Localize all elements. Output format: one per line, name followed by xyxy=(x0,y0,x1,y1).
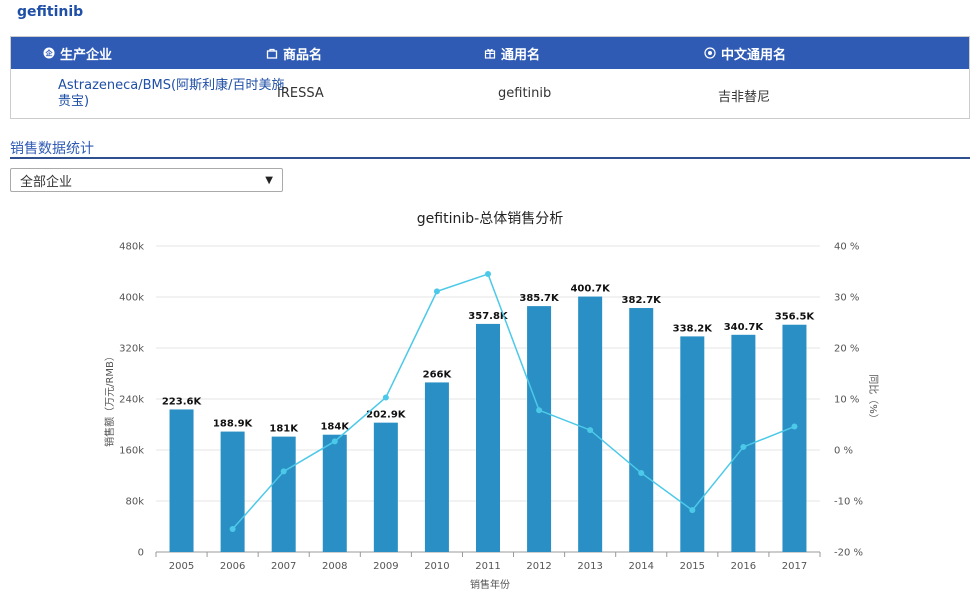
generic-cell: gefitinib xyxy=(498,86,552,101)
company-icon: 企 xyxy=(43,47,55,59)
bar-data-label: 385.7K xyxy=(519,293,560,304)
info-table: 企 生产企业 商品名 通用名 中文通用名 Astrazeneca/BMS(阿斯利… xyxy=(10,36,970,119)
yoy-point xyxy=(485,271,491,278)
left-axis-tick: 240k xyxy=(119,395,144,406)
bar-data-label: 181K xyxy=(269,424,299,435)
brand-cell: IRESSA xyxy=(277,86,324,101)
bar xyxy=(271,436,296,552)
bar-data-label: 356.5K xyxy=(775,312,816,323)
right-axis-tick: 40 % xyxy=(834,242,859,253)
header-chinese-generic-label: 中文通用名 xyxy=(721,47,787,63)
right-axis-tick: 0 % xyxy=(834,446,853,457)
yoy-point xyxy=(740,443,747,450)
section-divider xyxy=(10,157,970,159)
company-select[interactable]: 全部企业 ▼ xyxy=(10,168,283,192)
x-axis-tick: 2016 xyxy=(731,561,756,572)
chinese-generic-cell: 吉非替尼 xyxy=(718,90,771,105)
section-title: 销售数据统计 xyxy=(10,141,94,157)
x-axis-tick: 2006 xyxy=(220,561,245,572)
right-axis-label: 同比（%） xyxy=(867,374,879,424)
bar-data-label: 202.9K xyxy=(366,410,407,421)
left-axis-tick: 0 xyxy=(138,548,144,559)
bar xyxy=(169,409,194,552)
x-axis-tick: 2011 xyxy=(475,561,500,572)
x-axis-tick: 2015 xyxy=(680,561,705,572)
yoy-point xyxy=(536,407,543,414)
bar xyxy=(476,323,500,552)
bar-data-label: 340.7K xyxy=(724,322,765,333)
company-cell[interactable]: Astrazeneca/BMS(阿斯利康/百时美施 贵宝) xyxy=(58,78,284,110)
header-company-label: 生产企业 xyxy=(60,47,113,63)
header-generic: 通用名 xyxy=(484,37,540,69)
bar xyxy=(373,422,398,552)
yoy-point xyxy=(689,507,696,514)
yoy-point xyxy=(229,526,236,533)
target-icon xyxy=(704,47,716,59)
right-axis-tick: 10 % xyxy=(834,395,859,406)
company-line-1[interactable]: Astrazeneca/BMS(阿斯利康/百时美施 xyxy=(58,78,285,93)
right-axis-tick: 20 % xyxy=(834,344,859,355)
company-line-2[interactable]: 贵宝) xyxy=(58,94,90,109)
bar-data-label: 188.9K xyxy=(213,419,254,430)
yoy-point xyxy=(280,468,287,475)
bar xyxy=(220,431,245,552)
yoy-point xyxy=(638,469,645,476)
x-axis-tick: 2007 xyxy=(271,561,296,572)
left-axis-tick: 320k xyxy=(119,344,144,355)
right-axis-tick: 30 % xyxy=(834,293,859,304)
x-axis-label: 销售年份 xyxy=(470,578,510,591)
x-axis-tick: 2014 xyxy=(629,561,654,572)
bar-data-label: 223.6K xyxy=(162,396,203,407)
bar-data-label: 184K xyxy=(320,422,350,433)
yoy-line xyxy=(232,273,795,530)
left-axis-tick: 480k xyxy=(119,242,144,253)
left-axis-label: 销售额（万元/RMB） xyxy=(103,351,116,447)
x-axis-tick: 2005 xyxy=(169,561,194,572)
left-axis-tick: 80k xyxy=(125,497,144,508)
gift-icon xyxy=(484,47,496,59)
chart-title: gefitinib-总体销售分析 xyxy=(417,211,563,227)
yoy-point xyxy=(433,288,440,295)
yoy-point xyxy=(382,394,389,401)
right-axis-tick: -20 % xyxy=(834,548,863,559)
bar xyxy=(322,434,347,552)
left-axis-tick: 400k xyxy=(119,293,144,304)
x-axis-tick: 2012 xyxy=(526,561,551,572)
right-axis-tick: -10 % xyxy=(834,497,863,508)
chevron-down-icon: ▼ xyxy=(265,174,273,186)
x-axis-tick: 2017 xyxy=(782,561,807,572)
x-axis-tick: 2010 xyxy=(424,561,449,572)
bar xyxy=(680,336,705,552)
info-table-header: 企 生产企业 商品名 通用名 中文通用名 xyxy=(11,37,969,69)
bar-data-label: 382.7K xyxy=(622,295,663,306)
header-company: 企 生产企业 xyxy=(43,37,112,69)
bar xyxy=(629,308,654,552)
bar-data-label: 357.8K xyxy=(468,311,509,322)
yoy-point xyxy=(587,427,594,434)
bar xyxy=(424,382,449,552)
bag-icon xyxy=(266,47,278,59)
svg-text:企: 企 xyxy=(45,49,54,58)
bar xyxy=(578,296,603,552)
header-brand-label: 商品名 xyxy=(283,47,323,63)
header-generic-label: 通用名 xyxy=(501,47,541,63)
bar xyxy=(782,324,807,552)
x-axis-tick: 2008 xyxy=(322,561,347,572)
bar-data-label: 266K xyxy=(423,369,453,380)
header-brand: 商品名 xyxy=(266,37,322,69)
x-axis-tick: 2009 xyxy=(373,561,398,572)
bar-data-label: 338.2K xyxy=(673,323,714,334)
yoy-point xyxy=(331,438,338,445)
bar-data-label: 400.7K xyxy=(570,284,611,295)
left-axis-tick: 160k xyxy=(119,446,144,457)
x-axis-tick: 2013 xyxy=(577,561,602,572)
header-chinese-generic: 中文通用名 xyxy=(704,37,786,69)
company-select-value: 全部企业 xyxy=(20,174,73,190)
yoy-point xyxy=(791,423,798,430)
drug-title: gefitinib xyxy=(17,4,84,20)
bar xyxy=(527,306,552,552)
